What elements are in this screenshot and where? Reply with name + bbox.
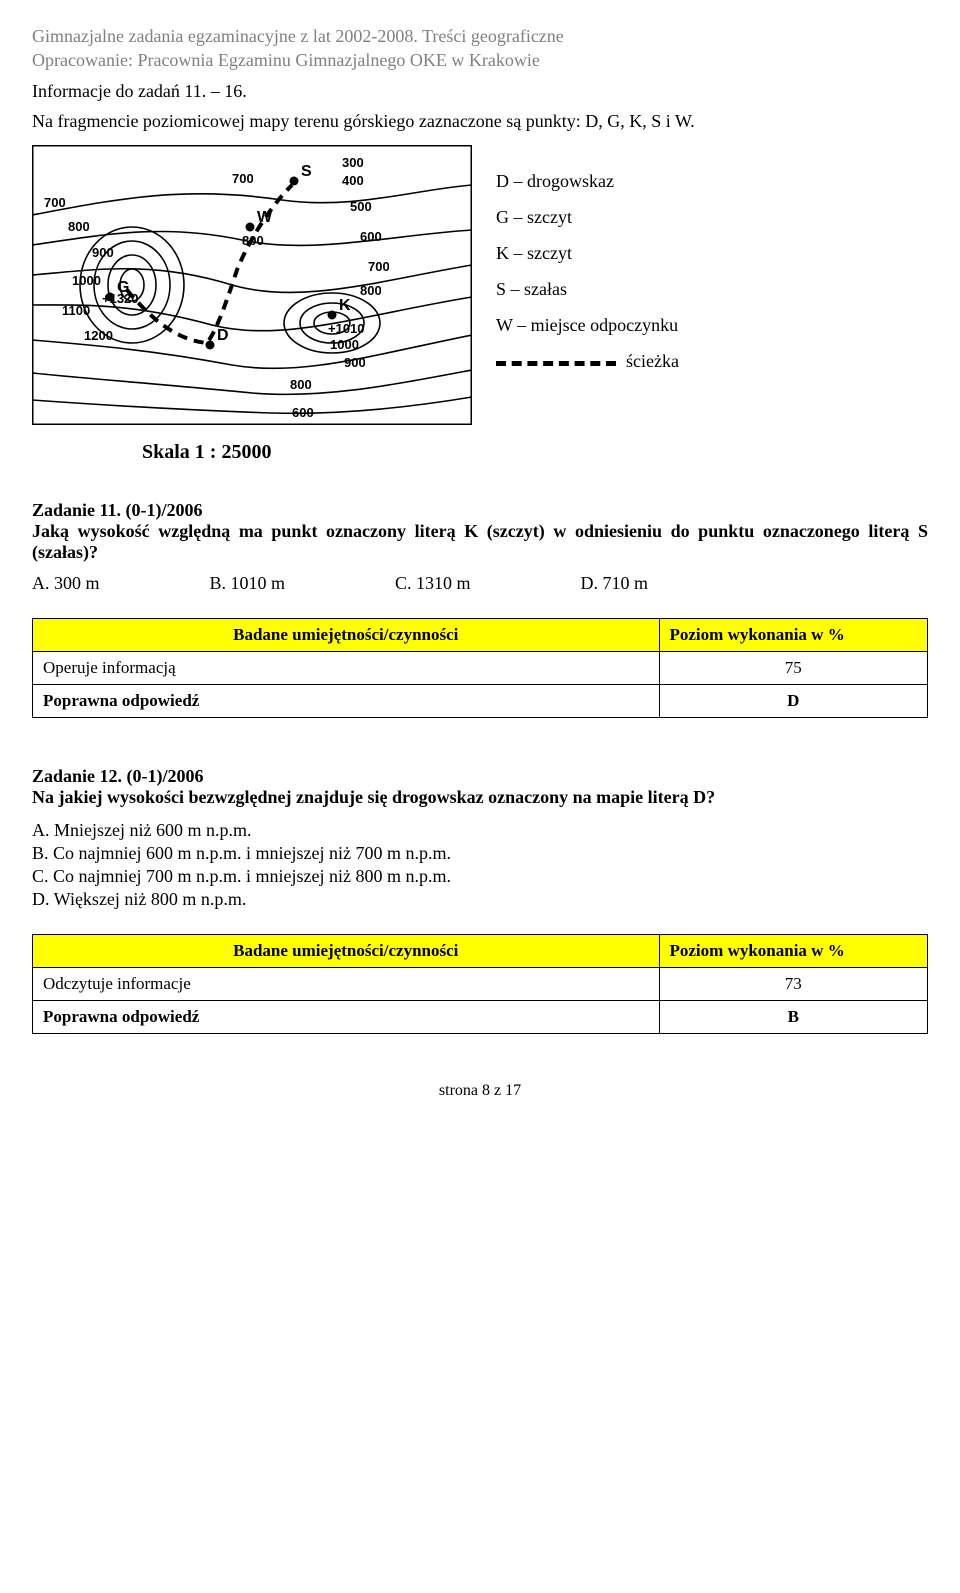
svg-text:K: K (339, 297, 351, 314)
svg-text:500: 500 (350, 199, 372, 214)
table12-head-right: Poziom wykonania w % (659, 935, 928, 968)
table-row: Poprawna odpowiedź D (33, 685, 928, 718)
table-12: Badane umiejętności/czynności Poziom wyk… (32, 934, 928, 1034)
task12-title: Zadanie 12. (0-1)/2006 (32, 766, 204, 786)
task12-body: Zadanie 12. (0-1)/2006 Na jakiej wysokoś… (32, 766, 928, 808)
task11-opt-b: B. 1010 m (210, 573, 286, 594)
svg-text:300: 300 (342, 155, 364, 170)
page-footer: strona 8 z 17 (32, 1082, 928, 1100)
table-row: Poprawna odpowiedź B (33, 1001, 928, 1034)
legend-path-label: ścieżka (626, 351, 679, 371)
legend-k: K – szczyt (496, 235, 679, 271)
svg-text:1000: 1000 (72, 273, 101, 288)
scale-text: Skala 1 : 25000 (142, 441, 928, 464)
intro-title: Informacje do zadań 11. – 16. (32, 79, 928, 103)
figure-row: 700800900100011001200+132070080030040050… (32, 145, 928, 425)
svg-text:G: G (117, 279, 129, 296)
task12-opt-b: B. Co najmniej 600 m n.p.m. i mniejszej … (32, 843, 928, 864)
svg-text:600: 600 (292, 405, 314, 420)
svg-text:800: 800 (290, 377, 312, 392)
header-line-1: Gimnazjalne zadania egzaminacyjne z lat … (32, 24, 928, 48)
legend-d: D – drogowskaz (496, 163, 679, 199)
contour-map: 700800900100011001200+132070080030040050… (32, 145, 472, 425)
svg-text:900: 900 (344, 355, 366, 370)
svg-text:400: 400 (342, 173, 364, 188)
svg-text:700: 700 (232, 171, 254, 186)
task11-opt-d: D. 710 m (581, 573, 649, 594)
svg-text:900: 900 (92, 245, 114, 260)
legend-s: S – szałas (496, 271, 679, 307)
svg-text:+1010: +1010 (328, 321, 365, 336)
table12-answer-label: Poprawna odpowiedź (33, 1001, 660, 1034)
table-11: Badane umiejętności/czynności Poziom wyk… (32, 618, 928, 718)
table12-answer-value: B (659, 1001, 928, 1034)
legend-w: W – miejsce odpoczynku (496, 307, 679, 343)
task11-question: Jaką wysokość względną ma punkt oznaczon… (32, 521, 928, 563)
table11-answer-label: Poprawna odpowiedź (33, 685, 660, 718)
task11-body: Zadanie 11. (0-1)/2006 Jaką wysokość wzg… (32, 500, 928, 563)
task12-block: Zadanie 12. (0-1)/2006 Na jakiej wysokoś… (32, 766, 928, 910)
svg-text:1200: 1200 (84, 328, 113, 343)
task12-opt-a: A. Mniejszej niż 600 m n.p.m. (32, 820, 928, 841)
svg-text:700: 700 (44, 195, 66, 210)
table-row: Odczytuje informacje 73 (33, 968, 928, 1001)
svg-text:800: 800 (68, 219, 90, 234)
svg-text:W: W (257, 209, 273, 226)
intro-text: Na fragmencie poziomicowej mapy terenu g… (32, 109, 928, 133)
legend-g: G – szczyt (496, 199, 679, 235)
task12-opt-c: C. Co najmniej 700 m n.p.m. i mniejszej … (32, 866, 928, 887)
svg-text:D: D (217, 327, 229, 344)
task11-opt-a: A. 300 m (32, 573, 100, 594)
legend-path: ścieżka (496, 343, 679, 379)
svg-text:600: 600 (360, 229, 382, 244)
svg-text:800: 800 (360, 283, 382, 298)
task11-opt-c: C. 1310 m (395, 573, 471, 594)
header-line-2: Opracowanie: Pracownia Egzaminu Gimnazja… (32, 48, 928, 72)
task12-opt-d: D. Większej niż 800 m n.p.m. (32, 889, 928, 910)
task12-options: A. Mniejszej niż 600 m n.p.m. B. Co najm… (32, 820, 928, 910)
svg-text:700: 700 (368, 259, 390, 274)
legend: D – drogowskaz G – szczyt K – szczyt S –… (496, 145, 679, 379)
svg-text:1000: 1000 (330, 337, 359, 352)
task11-block: Zadanie 11. (0-1)/2006 Jaką wysokość wzg… (32, 500, 928, 594)
task11-title: Zadanie 11. (0-1)/2006 (32, 500, 203, 520)
table11-skill-value: 75 (659, 652, 928, 685)
table12-head-left: Badane umiejętności/czynności (33, 935, 660, 968)
table-row: Operuje informacją 75 (33, 652, 928, 685)
svg-text:800: 800 (242, 233, 264, 248)
table11-head-right: Poziom wykonania w % (659, 619, 928, 652)
dashed-line-icon (496, 361, 616, 366)
table12-skill-value: 73 (659, 968, 928, 1001)
svg-text:1100: 1100 (62, 303, 90, 318)
table12-skill-label: Odczytuje informacje (33, 968, 660, 1001)
table11-head-left: Badane umiejętności/czynności (33, 619, 660, 652)
table11-answer-value: D (659, 685, 928, 718)
svg-text:S: S (301, 163, 312, 180)
table11-skill-label: Operuje informacją (33, 652, 660, 685)
task12-question: Na jakiej wysokości bezwzględnej znajduj… (32, 787, 715, 808)
task11-options: A. 300 m B. 1010 m C. 1310 m D. 710 m (32, 573, 928, 594)
